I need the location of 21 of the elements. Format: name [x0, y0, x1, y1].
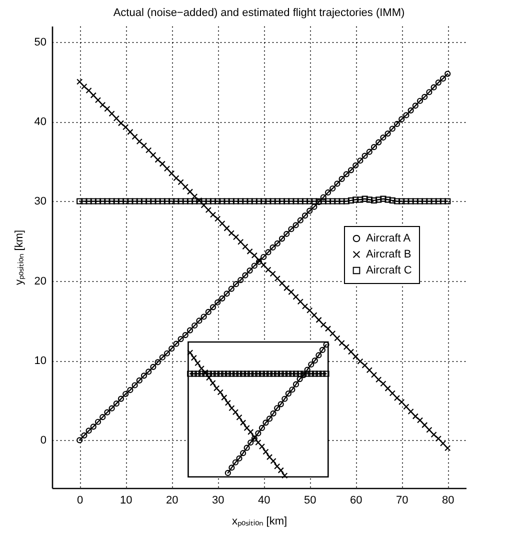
x-tick-label: 50 — [304, 494, 316, 506]
x-axis-title: xₚₒₛᵢₜᵢₒₙ [km] — [232, 516, 288, 528]
x-tick-label: 80 — [442, 494, 454, 506]
legend-label: Aircraft A — [366, 232, 412, 244]
y-tick-label: 0 — [40, 434, 46, 447]
x-tick-label: 40 — [258, 494, 270, 506]
x-tick-label: 20 — [166, 494, 178, 506]
chart-title: Actual (noise−added) and estimated flight trajectories (IMM) — [113, 7, 405, 19]
y-tick-label: 40 — [34, 116, 46, 128]
x-tick-label: 70 — [396, 494, 408, 506]
x-tick-label: 10 — [120, 494, 132, 506]
y-axis-title: yₚₒₛᵢₜᵢₒₙ [km] — [13, 230, 26, 286]
x-tick-label: 60 — [350, 494, 362, 506]
x-tick-label: 0 — [77, 494, 84, 506]
x-tick-label: 30 — [212, 494, 224, 506]
y-tick-label: 30 — [34, 196, 46, 208]
y-tick-label: 10 — [34, 355, 46, 368]
y-tick-label: 50 — [34, 36, 46, 48]
y-tick-label: 20 — [34, 275, 46, 288]
legend-label: Aircraft B — [366, 248, 412, 260]
legend-label: Aircraft C — [366, 264, 412, 276]
